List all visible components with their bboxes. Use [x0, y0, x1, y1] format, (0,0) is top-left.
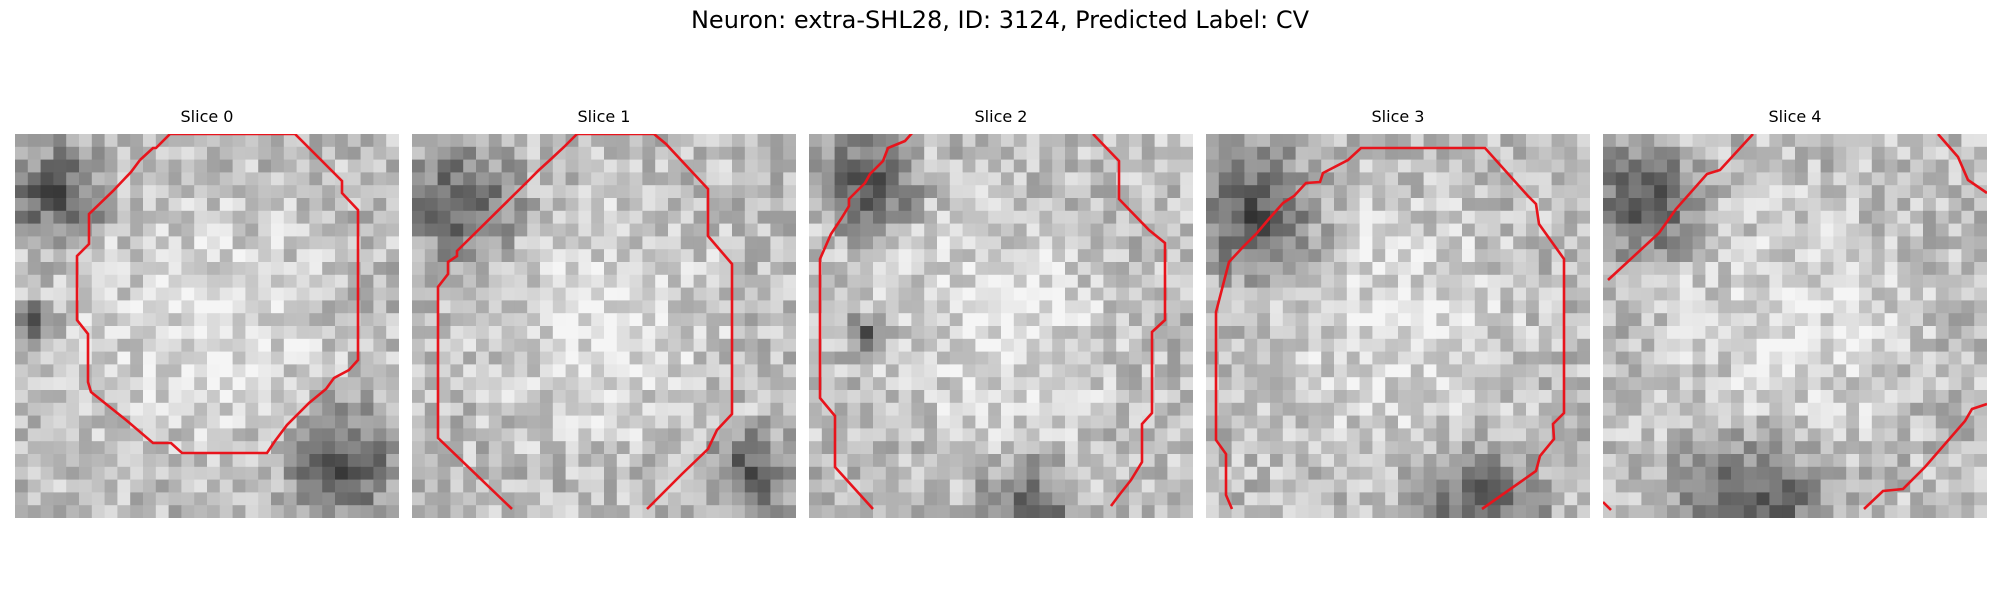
slice-image-4	[1603, 134, 1987, 518]
slice-panel-1: Slice 1	[412, 107, 796, 520]
figure-title: Neuron: extra-SHL28, ID: 3124, Predicted…	[690, 6, 1310, 34]
slice-title-0: Slice 0	[180, 107, 234, 126]
slice-panel-4: Slice 4	[1603, 107, 1987, 520]
slice-title-4: Slice 4	[1768, 107, 1822, 126]
slice-panel-0: Slice 0	[15, 107, 399, 520]
slice-image-2	[809, 134, 1193, 518]
slice-panel-3: Slice 3	[1206, 107, 1590, 520]
slice-title-1: Slice 1	[577, 107, 631, 126]
slice-image-3	[1206, 134, 1590, 518]
slice-image-1	[412, 134, 796, 518]
slice-panel-2: Slice 2	[809, 107, 1193, 520]
slice-title-3: Slice 3	[1371, 107, 1425, 126]
slice-image-0	[15, 134, 399, 518]
slice-title-2: Slice 2	[974, 107, 1028, 126]
